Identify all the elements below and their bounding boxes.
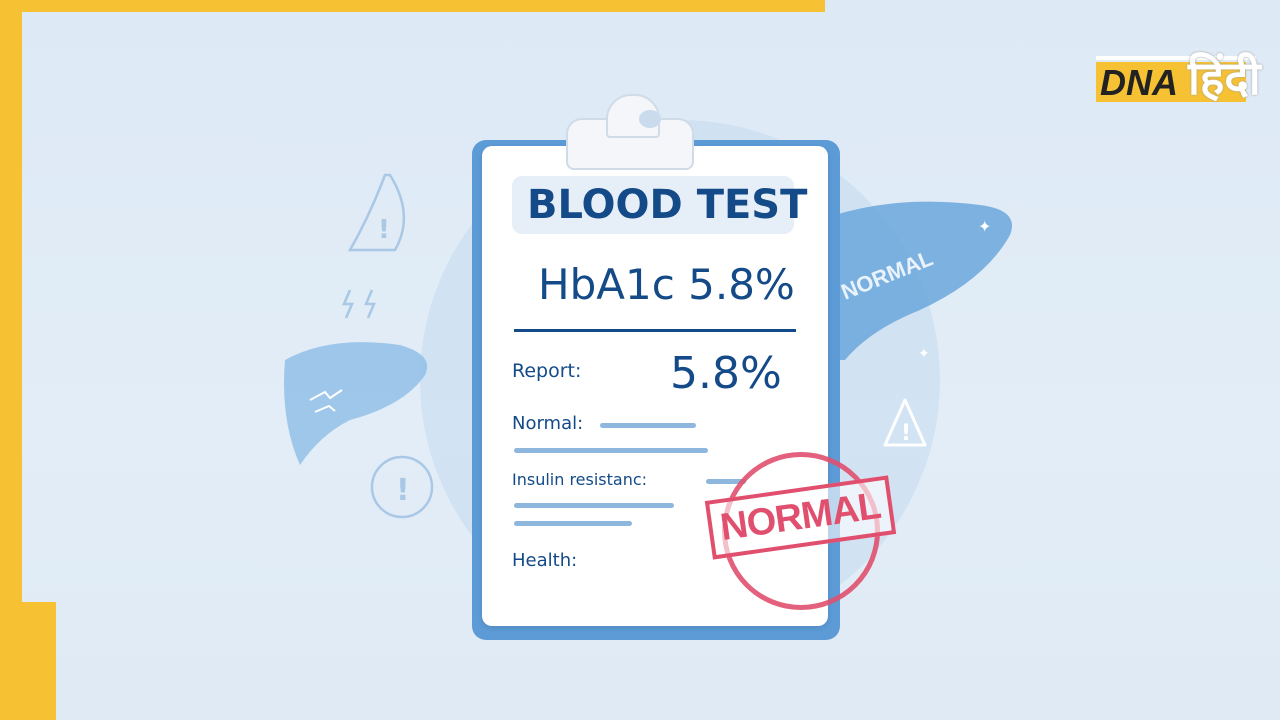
normal-label: Normal: bbox=[512, 413, 584, 434]
health-label: Health: bbox=[512, 550, 578, 571]
svg-text:!: ! bbox=[396, 473, 410, 508]
frame-bottom-left-block bbox=[0, 602, 56, 720]
svg-text:!: ! bbox=[378, 215, 390, 245]
text-line bbox=[514, 448, 708, 453]
liver-right-illustration bbox=[830, 201, 1012, 360]
text-line bbox=[514, 521, 632, 526]
clipboard-clip-top bbox=[606, 94, 660, 138]
title-box bbox=[512, 176, 794, 234]
liver-crack-icon bbox=[309, 389, 343, 413]
warning-triangle-icon bbox=[883, 398, 927, 447]
divider bbox=[514, 329, 796, 332]
text-line bbox=[600, 423, 696, 428]
report-title: BLOOD TEST bbox=[527, 182, 808, 228]
alert-bubble-icon bbox=[370, 455, 434, 519]
insulin-resistance-label: Insulin resistanc: bbox=[512, 470, 648, 489]
lightning-icon bbox=[342, 289, 376, 319]
liver-left-illustration bbox=[284, 342, 428, 465]
hba1c-headline: HbA1c 5.8% bbox=[538, 260, 795, 309]
frame-left-bar bbox=[0, 0, 22, 720]
clipboard-clip-hole bbox=[639, 110, 661, 128]
report-label: Report: bbox=[512, 360, 582, 382]
stomach-warning-icon bbox=[347, 173, 406, 252]
frame-top-bar bbox=[0, 0, 825, 12]
logo-brand: DNA bbox=[1100, 62, 1178, 103]
svg-text:!: ! bbox=[901, 421, 911, 446]
sparkle-icon: ✦ bbox=[918, 346, 930, 362]
logo-hindi: हिंदी bbox=[1188, 51, 1261, 105]
report-value: 5.8% bbox=[670, 348, 782, 399]
sparkle-icon: ✦ bbox=[978, 217, 991, 236]
text-line bbox=[706, 479, 746, 484]
text-line bbox=[514, 503, 674, 508]
